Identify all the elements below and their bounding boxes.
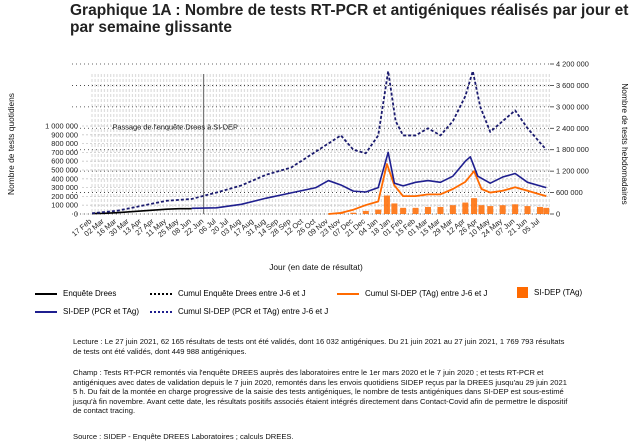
legend-label-sidep: SI-DEP (PCR et TAg) — [63, 307, 140, 316]
chart-marks — [91, 70, 550, 215]
legend-item-drees: Enquête Drees — [35, 289, 116, 298]
right-tick-label: 1 800 000 — [556, 145, 589, 154]
note-source: Source : SIDEP - Enquête DREES Laboratoi… — [73, 432, 294, 441]
tag-bar — [462, 202, 469, 214]
series-sidep-pcr — [191, 151, 547, 210]
tag-bar — [400, 207, 407, 214]
legend-item-sidep: SI-DEP (PCR et TAg) — [35, 307, 139, 316]
legend-label-drees: Enquête Drees — [63, 289, 117, 298]
left-tick-label: 100 000 — [51, 201, 78, 210]
tag-bar — [499, 205, 506, 214]
tag-bar — [375, 209, 382, 214]
right-tick-label: 4 200 000 — [556, 60, 589, 69]
tag-bar — [425, 206, 431, 214]
tag-bar — [537, 206, 543, 214]
note-champ: Champ : Tests RT-PCR remontés via l'enqu… — [73, 368, 568, 416]
left-tick-label: 700 000 — [51, 148, 78, 157]
tag-bar — [391, 203, 398, 214]
right-tick-label: 600 000 — [556, 188, 583, 197]
chart-title: Graphique 1A : Nombre de tests RT-PCR et… — [70, 2, 629, 36]
tag-bar — [512, 204, 519, 214]
legend-swatch-cumul-tag — [337, 292, 359, 295]
legend-swatch-cumul-sidep — [150, 310, 172, 313]
left-tick-label: 500 000 — [51, 166, 78, 175]
tag-bar — [437, 206, 444, 214]
right-tick-label: 1 200 000 — [556, 167, 589, 176]
left-tick-label: 1 000 000 — [45, 122, 78, 131]
legend-swatch-drees — [35, 292, 57, 295]
series-cumul-tag — [328, 163, 547, 215]
y-axis-label-right: Nombre de tests hebdomadaires — [620, 83, 630, 205]
tag-bar — [449, 205, 456, 214]
right-tick-label: 3 600 000 — [556, 81, 589, 90]
tag-bar — [524, 206, 531, 214]
tag-bar — [350, 212, 357, 214]
right-tick-label: 3 000 000 — [556, 102, 589, 111]
note-lecture: Lecture : Le 27 juin 2021, 62 165 résult… — [73, 337, 565, 356]
grid — [72, 63, 550, 215]
right-tick-label: 2 400 000 — [556, 124, 589, 133]
series-drees — [91, 207, 192, 215]
left-tick-label: 400 000 — [51, 174, 78, 183]
tag-bar — [543, 207, 550, 214]
left-tick-label: 900 000 — [51, 130, 78, 139]
y-axis-label-left: Nombre de tests quotidiens — [6, 93, 16, 195]
legend-label-tag: SI-DEP (TAg) — [534, 288, 583, 297]
tag-bar — [478, 205, 485, 214]
left-tick-label: 800 000 — [51, 139, 78, 148]
series-cumul-drees — [91, 70, 547, 215]
legend-label-cumul-drees: Cumul Enquête Drees entre J-6 et J — [178, 289, 306, 298]
left-tick-label: 0 — [74, 210, 78, 219]
legend-label-cumul-sidep: Cumul SI-DEP (PCR et TAg) entre J-6 et J — [178, 307, 329, 316]
legend-item-cumul-tag: Cumul SI-DEP (TAg) entre J-6 et J — [337, 289, 487, 298]
right-tick-label: 0 — [556, 210, 560, 219]
tag-bar — [471, 198, 478, 214]
legend-item-cumul-drees: Cumul Enquête Drees entre J-6 et J — [150, 289, 306, 298]
legend-swatch-cumul-drees — [150, 292, 172, 295]
legend-swatch-tag — [517, 287, 528, 298]
tag-bar — [412, 207, 419, 214]
legend-item-tag: SI-DEP (TAg) — [517, 287, 582, 298]
legend-swatch-sidep — [35, 310, 57, 313]
x-axis-label: Jour (en date de résultat) — [269, 262, 363, 272]
left-tick-label: 300 000 — [51, 183, 78, 192]
left-tick-label: 600 000 — [51, 157, 78, 166]
legend-item-cumul-sidep: Cumul SI-DEP (PCR et TAg) entre J-6 et J — [150, 307, 328, 316]
tag-bar — [362, 210, 369, 214]
legend-label-cumul-tag: Cumul SI-DEP (TAg) entre J-6 et J — [365, 289, 488, 298]
tag-bar — [383, 195, 390, 214]
chart-legend: Enquête Drees Cumul Enquête Drees entre … — [35, 287, 625, 321]
tag-bar — [487, 206, 494, 214]
left-tick-label: 200 000 — [51, 192, 78, 201]
annotation-text: Passage de l'enquête Drees à SI-DEP — [112, 123, 238, 132]
